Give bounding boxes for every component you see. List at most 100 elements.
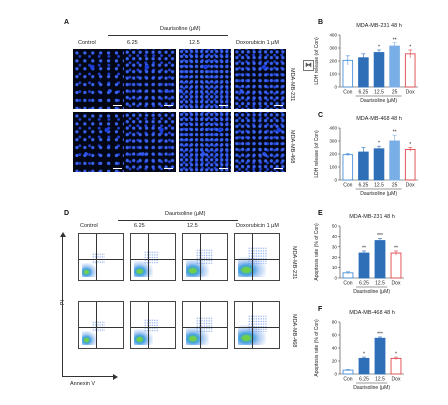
chart-B-ytick-label: 0 [334,85,337,90]
chart-E-sig-3: ** [394,245,398,251]
panel-label-e: E [318,210,323,217]
chart-F-bar-2 [374,337,386,375]
panel-label-c: C [318,112,324,119]
gate-horizontal [79,327,123,329]
panel-d-col-dox: Doxorubicin 1 μM [236,223,279,229]
gate-vertical [251,302,253,348]
chart-F-ytick-label: 0 [334,372,337,377]
chart-E-xtick-label-0: Con [343,281,352,287]
gate-horizontal [131,259,175,261]
chart-F-ytick-label: 40 [332,346,338,351]
chart-C-xlabel: Daurisoline (μM) [360,191,397,197]
chart-B-ytick-label: 300 [329,46,337,51]
panel-label-d: D [64,210,70,217]
panel-d-treatment-header: Daurisoline (μM) [165,211,206,217]
chart-B-ytick-label: 400 [329,33,337,38]
scale-bar [219,168,228,169]
y-arrowhead-icon [59,232,66,237]
chart-E-ytick-label: 30 [332,244,338,249]
gate-vertical [95,302,97,348]
chart-F-bar-1 [358,357,370,375]
chart-E-bar-2 [374,240,386,279]
chart-B-title: MDA-MB-231 48 h [356,23,402,29]
chart-C-ytick-label: 300 [329,139,337,144]
chart-B-bar-2 [373,52,385,88]
micrograph-r2-c4 [234,112,286,172]
chart-E-ytick-label: 40 [332,234,338,239]
chart-E-bar-3 [390,252,402,279]
flow-plot-r1-c4 [234,233,280,281]
chart-C-ytick-label: 400 [329,126,337,131]
chart-C-xtick-label-4: Dox [406,183,415,189]
gate-horizontal [183,327,227,329]
chart-B-bar-1 [358,57,369,88]
chart-E-sig-2: *** [377,233,383,239]
chart-C-sig-4: * [409,142,411,148]
panel-label-a: A [64,19,70,26]
chart-F-ytick-label: 20 [332,359,338,364]
chart-B-ytick-label: 100 [329,72,337,77]
chart-F-bar-3 [390,357,402,375]
panel-a-row-2-label: MDA-MB-468 [289,130,295,164]
flow-plot-r1-c2 [130,233,176,281]
chart-C-ytick-label: 100 [329,165,337,170]
panel-d-col-6-25: 6.25 [134,223,145,229]
chart-C-bar-0 [342,154,354,181]
panel-d-header-rule [118,220,238,221]
chart-C-ytick-label: 0 [334,178,337,183]
chart-F-sig-1: * [363,352,365,358]
scale-bar [274,105,283,106]
chart-F-ytick-label: 60 [332,333,338,338]
chart-F-xtick-label-3: Dox [392,377,401,383]
chart-E-xtick-label-2: 12.5 [375,281,385,287]
chart-C-bar-2 [373,148,385,181]
chart-E-ytick-label: 10 [332,265,338,270]
gate-horizontal [131,327,175,329]
chart-C-ylabel: LDH release (of Con) [314,130,320,178]
flow-plot-r1-c1 [78,233,124,281]
panel-a-col-control: Control [78,40,96,46]
chart-C-title: MDA-MB-468 48 h [356,116,402,122]
chart-E-ytick-label: 50 [332,224,338,229]
chart-B-sig-3: ** [393,37,397,43]
chart-F-xlabel: Daurisoline (μM) [353,385,390,391]
panel-a-col-6-25: 6.25 [127,40,138,46]
panel-label-f: F [318,306,323,313]
micrograph-r1-c3 [179,49,231,109]
chart-C-sig-2: * [378,141,380,147]
gate-horizontal [235,327,279,329]
chart-C-sig-3: ** [393,130,397,136]
chart-E-ylabel: Apoptosis rate (% of Con) [314,223,320,281]
event-density [81,263,97,278]
panel-a-col-dox: Doxorubicin 1 μM [236,40,279,46]
micrograph-r1-c2 [124,49,176,109]
chart-C-xtick-label-3: 25 [392,183,398,189]
chart-E-ytick-label: 20 [332,255,338,260]
panel-d-y-arrow [62,236,63,376]
panel-d-col-12-5: 12.5 [187,223,198,229]
chart-B-xtick-label-1: 6.25 [359,90,369,96]
flow-plot-r2-c2 [130,301,176,349]
chart-B-bar-3 [389,45,400,88]
micrograph-r2-c3 [179,112,231,172]
panel-d-x-axis-label: Annexin V [70,381,96,387]
gate-vertical [147,234,149,280]
gate-vertical [199,234,201,280]
chart-F-ylabel: Apoptosis rate (% of Con) [314,319,320,377]
chart-B-xtick-label-4: Dox [406,90,415,96]
flow-plot-r2-c4 [234,301,280,349]
chart-E-ytick-label: 0 [334,276,337,281]
scale-bar [113,168,122,169]
compare-icon: ⧓ [303,60,314,71]
chart-F-xtick-label-0: Con [343,377,352,383]
panel-a-row-1-label: MDA-MB-231 [289,68,295,102]
chart-E-sig-1: ** [362,245,366,251]
flow-plot-r1-c3 [182,233,228,281]
micrograph-r2-c2 [124,112,176,172]
flow-plot-r2-c1 [78,301,124,349]
chart-B-xtick-label-0: Con [343,90,352,96]
chart-C-xtick-label-0: Con [343,183,352,189]
panel-label-b: B [318,19,324,26]
micrograph-r1-c1 [73,49,125,109]
